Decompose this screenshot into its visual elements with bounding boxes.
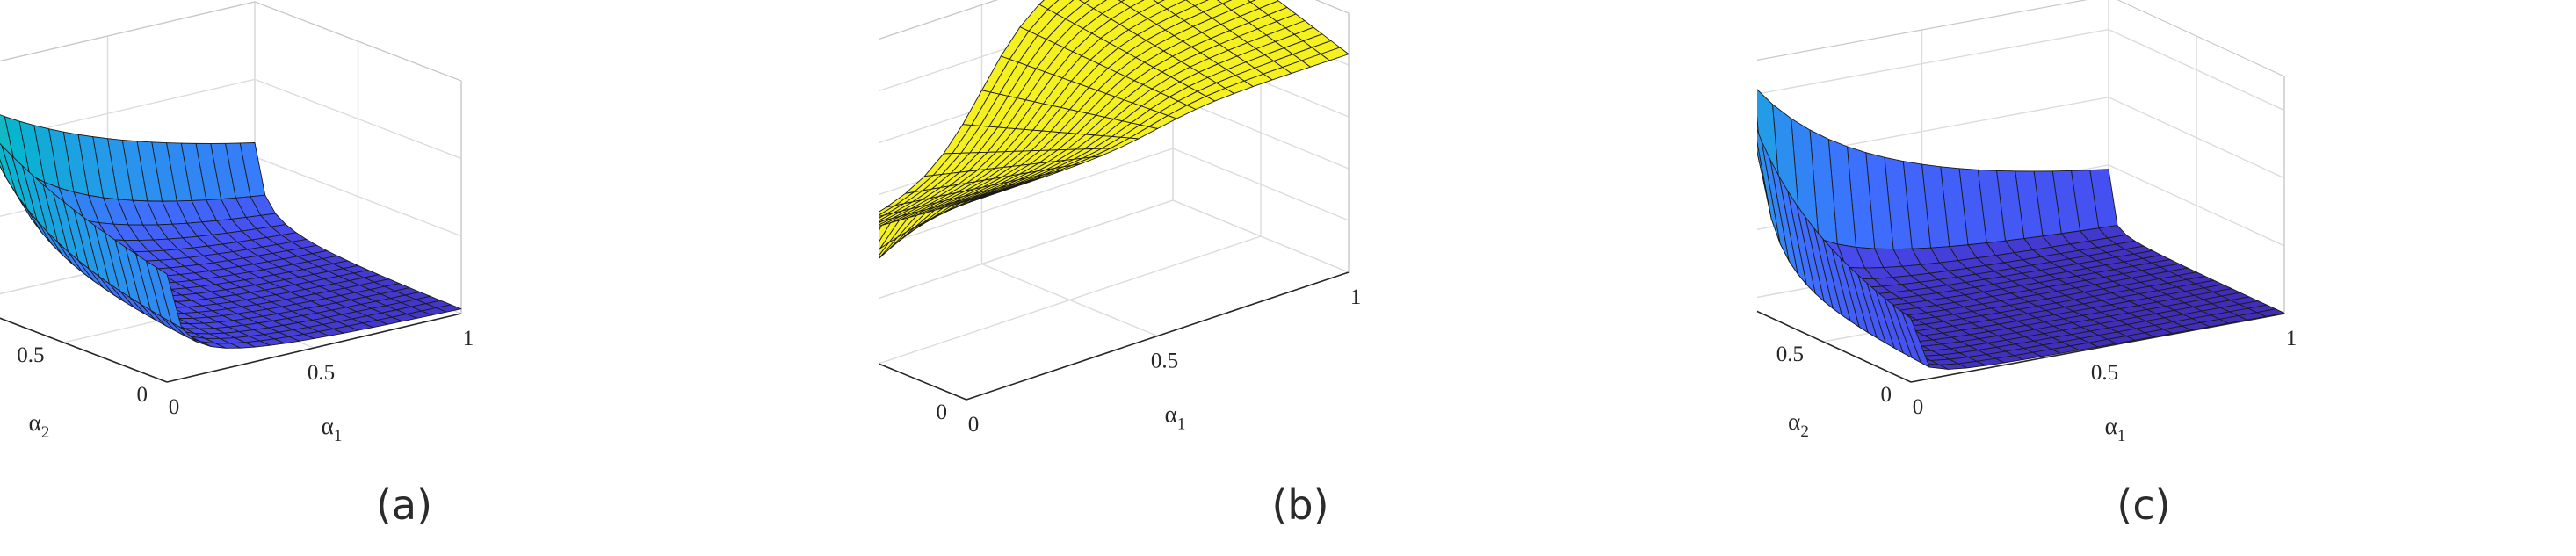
grid-line bbox=[1757, 28, 2285, 112]
caption-b: (b) bbox=[1271, 481, 1329, 529]
box-edge bbox=[879, 0, 998, 40]
box-edge bbox=[0, 1, 256, 62]
surface-face bbox=[1901, 311, 1930, 368]
box-edge bbox=[1757, 0, 2088, 61]
grid-line bbox=[0, 1, 462, 82]
y-axis-label: α2 bbox=[1788, 408, 1809, 441]
x-tick-label: 1 bbox=[2286, 327, 2297, 350]
y-axis-line bbox=[0, 317, 168, 383]
y-tick-label: 0.5 bbox=[17, 343, 44, 367]
surface-face bbox=[1216, 0, 1233, 4]
surface-face bbox=[957, 196, 987, 207]
surface bbox=[1757, 89, 2285, 370]
x-axis-line bbox=[966, 271, 1350, 401]
y-axis-line bbox=[1757, 310, 1912, 383]
x-axis-line bbox=[166, 313, 462, 383]
x-tick-label: 0.5 bbox=[2091, 361, 2118, 385]
axis-titles: U1α1α2 bbox=[1165, 401, 1186, 434]
x-axis-line bbox=[1910, 313, 2285, 383]
x-tick-label: 0.5 bbox=[1151, 350, 1178, 373]
surface-face bbox=[156, 267, 183, 329]
x-tick-label: 1 bbox=[1350, 285, 1362, 309]
caption-a: (a) bbox=[375, 481, 433, 529]
caption-c: (c) bbox=[2117, 481, 2171, 529]
x-axis-label: α1 bbox=[1165, 401, 1186, 434]
y-axis-label: α2 bbox=[29, 409, 50, 442]
x-axis-label: α1 bbox=[2105, 413, 2126, 445]
x-axis-label: α1 bbox=[322, 413, 343, 445]
y-tick-label: 0 bbox=[137, 383, 148, 407]
x-tick-label: 0.5 bbox=[308, 361, 335, 385]
y-tick-label: 0 bbox=[1881, 383, 1892, 407]
x-tick-label: 0 bbox=[968, 413, 980, 437]
surface bbox=[0, 114, 462, 349]
box-edge bbox=[2117, 0, 2285, 77]
y-axis-line bbox=[879, 363, 967, 401]
y-tick-label: 0.5 bbox=[1776, 343, 1804, 366]
surface-face bbox=[1078, 0, 1090, 4]
x-tick-label: 0 bbox=[1913, 395, 1924, 419]
x-tick-label: 1 bbox=[463, 327, 474, 350]
grid-line bbox=[879, 199, 1350, 300]
y-tick-label: 0 bbox=[937, 401, 948, 424]
surface bbox=[879, 0, 1350, 260]
box-edge bbox=[1314, 0, 1350, 14]
box-edge bbox=[254, 1, 462, 82]
surface-face bbox=[1153, 0, 1165, 4]
x-tick-label: 0 bbox=[169, 395, 180, 419]
